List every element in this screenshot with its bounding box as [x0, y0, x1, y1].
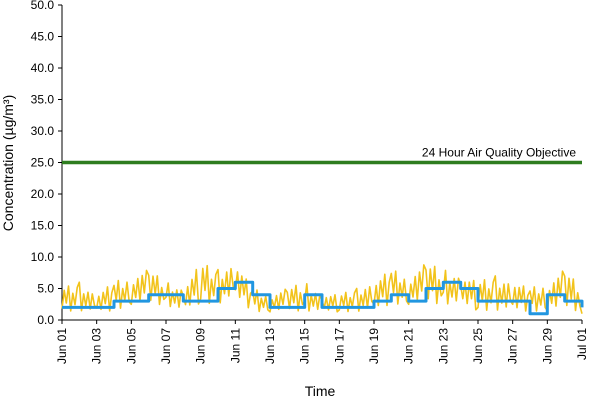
x-tick-label: Jun 27 [506, 328, 520, 364]
x-tick-label: Jun 17 [332, 328, 346, 364]
y-axis-title: Concentration (µg/m³) [0, 95, 16, 231]
x-tick-label: Jun 29 [540, 328, 554, 364]
x-tick-label: Jun 11 [228, 328, 242, 363]
x-tick-label: Jun 23 [436, 328, 450, 364]
y-tick-label: 5.0 [37, 282, 54, 296]
x-tick-label: Jun 03 [90, 328, 104, 364]
y-axis-ticks: 0.0 5.0 10.0 15.0 20.0 25.0 30.0 35.0 40.0 45.0 50… [31, 0, 62, 327]
y-tick-label: 25.0 [31, 156, 55, 170]
y-tick-label: 35.0 [31, 93, 55, 107]
x-axis-title: Time [305, 383, 336, 399]
x-tick-label: Jun 21 [402, 328, 416, 364]
x-tick-label: Jun 13 [263, 328, 277, 364]
objective-label: 24 Hour Air Quality Objective [422, 146, 576, 160]
x-tick-label: Jun 19 [367, 328, 381, 364]
y-tick-label: 30.0 [31, 124, 55, 138]
plot-area: 24 Hour Air Quality Objective [61, 5, 584, 321]
x-tick-label: Jun 07 [159, 328, 173, 364]
x-axis-ticks: Jun 01 Jun 03 Jun 05 Jun 07 Jun 09 Jun 11 Jun … [55, 320, 589, 364]
y-tick-label: 10.0 [31, 250, 55, 264]
y-tick-label: 0.0 [37, 313, 54, 327]
x-tick-label: Jul 01 [575, 328, 589, 360]
x-tick-label: Jun 09 [194, 328, 208, 364]
x-tick-label: Jun 15 [298, 328, 312, 364]
daily-average-line [62, 280, 584, 316]
y-tick-label: 50.0 [31, 0, 55, 12]
x-tick-label: Jun 05 [124, 328, 138, 364]
y-tick-label: 15.0 [31, 219, 55, 233]
x-tick-label: Jun 01 [55, 328, 69, 364]
y-tick-label: 40.0 [31, 61, 55, 75]
x-tick-label: Jun 25 [471, 328, 485, 364]
y-tick-label: 20.0 [31, 187, 55, 201]
y-tick-label: 45.0 [31, 30, 55, 44]
